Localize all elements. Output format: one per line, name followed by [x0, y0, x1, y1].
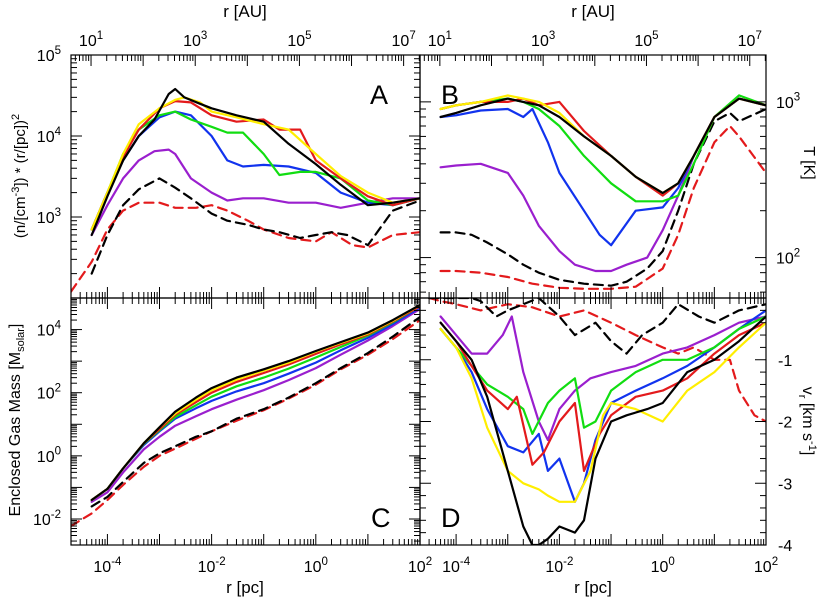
panel-a-line-black-dashed [90, 177, 420, 275]
panel-a-line-red [90, 99, 420, 231]
x-bottom-tick-label: 100 [304, 556, 328, 576]
panel-b-line-black-dashed [439, 107, 766, 287]
x-top-tick-label: 103 [531, 30, 555, 50]
panel-a-line-black [90, 87, 420, 237]
panel-c-series [71, 303, 420, 528]
panel-c-ylabel: Enclosed Gas Mass [Msolar] [7, 324, 27, 517]
x-top-tick-label: 105 [634, 30, 658, 50]
x-bottom-tick-label: 102 [408, 556, 432, 576]
ticks-layer: 101 103 105 107 101 103 105 107 10-4 10-2 100 102 10… [33, 30, 800, 576]
bottom-axis-label-left: r [pc] [226, 578, 264, 597]
panel-d-letter: D [441, 503, 461, 533]
y-tick-label: 102 [37, 383, 61, 403]
panel-a-line-red-dashed [71, 201, 420, 293]
panel-a-line-purple [90, 148, 420, 237]
y-tick-label: -4 [778, 538, 792, 555]
x-top-tick-label: 101 [79, 30, 103, 50]
x-top-tick-label: 103 [183, 30, 207, 50]
bottom-axis-label-right: r [pc] [574, 578, 612, 597]
y-tick-label: 103 [37, 207, 61, 227]
panel-d-ylabel: vr [km s-1] [796, 387, 818, 456]
panel-d-line-red [439, 321, 766, 472]
panel-b-series [439, 94, 766, 290]
panel-d-line-green [439, 315, 766, 435]
x-bottom-tick-label: 10-2 [545, 556, 573, 576]
y-tick-label: 10-2 [33, 509, 61, 529]
y-tick-label: -1 [778, 353, 792, 370]
y-tick-label: 105 [37, 45, 61, 65]
plot-layers [71, 87, 766, 545]
panel-b-line-black [439, 97, 766, 195]
panel-b-letter: B [441, 80, 459, 110]
panel-c-line-blue [90, 306, 420, 502]
panel-d-line-black-dashed [428, 298, 766, 355]
x-top-tick-label: 107 [392, 30, 416, 50]
x-bottom-tick-label: 102 [754, 556, 778, 576]
x-bottom-tick-label: 10-2 [198, 556, 226, 576]
panel-c-line-purple [90, 307, 420, 503]
y-tick-label: 102 [776, 247, 800, 267]
panel-b-line-purple [439, 97, 766, 273]
panel-d-line-red-dashed [428, 298, 766, 423]
panel-a-line-green [90, 110, 420, 231]
panel-a-line-yellow [90, 96, 420, 231]
x-bottom-tick-label: 10-4 [93, 556, 122, 576]
top-axis-label-right: r [AU] [571, 2, 614, 21]
x-bottom-tick-label: 100 [651, 556, 675, 576]
panel-c-line-red-dashed [71, 319, 420, 528]
y-tick-label: 100 [37, 446, 61, 466]
panel-a-letter: A [370, 80, 388, 110]
panel-c-letter: C [371, 503, 391, 533]
y-tick-label: -2 [778, 415, 792, 432]
x-top-tick-label: 107 [738, 30, 762, 50]
panel-c-line-black [90, 303, 420, 502]
panel-b-line-blue [439, 97, 766, 247]
panel-a-ylabel: (n/[cm-3]) * (r/[pc])2 [10, 114, 29, 238]
y-tick-label: 104 [37, 126, 62, 146]
panel-d-line-yellow [439, 321, 766, 503]
panel-d-series [428, 298, 766, 545]
panel-c-line-black-dashed [90, 315, 420, 508]
x-bottom-tick-label: 10-4 [442, 556, 471, 576]
panel-d-line-purple [439, 315, 766, 442]
panel-b-line-green [439, 94, 766, 203]
x-top-tick-label: 105 [287, 30, 311, 50]
panel-d-line-black [439, 315, 766, 545]
panel-b-ylabel: T [K] [800, 146, 817, 180]
y-tick-label: 104 [37, 319, 62, 339]
y-tick-label: -3 [778, 476, 792, 493]
panel-a-series [71, 87, 420, 293]
top-axis-label-left: r [AU] [223, 2, 266, 21]
panel-b-line-red-dashed [439, 124, 766, 290]
panel-b-frame [419, 54, 767, 299]
x-top-tick-label: 101 [428, 30, 452, 50]
y-tick-label: 103 [776, 92, 800, 112]
